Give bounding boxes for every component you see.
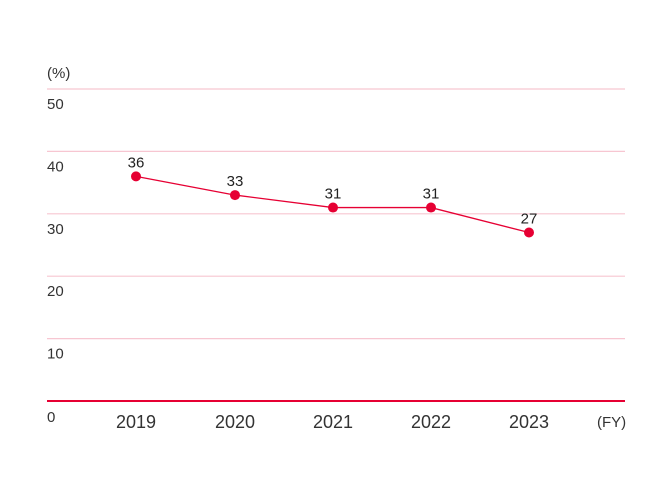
data-labels: 36 33 31 31 27 — [128, 154, 538, 227]
data-label: 31 — [423, 186, 440, 203]
gridlines — [47, 88, 625, 402]
x-axis-unit-label: (FY) — [597, 414, 626, 431]
data-label: 27 — [521, 211, 538, 228]
y-axis-unit-label: (%) — [47, 65, 70, 82]
y-tick-label: 10 — [47, 346, 64, 363]
y-tick-label: 50 — [47, 96, 64, 113]
y-tick-label: 20 — [47, 283, 64, 300]
x-tick-label: 2022 — [411, 412, 451, 432]
data-label: 31 — [325, 186, 342, 203]
data-point — [131, 171, 141, 182]
y-tick-label: 40 — [47, 158, 64, 175]
x-tick-label: 2019 — [116, 412, 156, 432]
x-tick-label: 2020 — [215, 412, 255, 432]
data-label: 33 — [227, 173, 244, 190]
data-point — [426, 202, 436, 213]
series — [131, 171, 534, 238]
x-axis-ticks: 2019 2020 2021 2022 2023 — [116, 412, 549, 432]
y-tick-label: 30 — [47, 221, 64, 238]
data-point — [524, 227, 534, 238]
data-point — [230, 190, 240, 201]
data-point — [328, 202, 338, 213]
x-tick-label: 2023 — [509, 412, 549, 432]
data-label: 36 — [128, 154, 145, 171]
y-axis-ticks: 0 10 20 30 40 50 — [47, 96, 64, 426]
x-tick-label: 2021 — [313, 412, 353, 432]
y-tick-label: 0 — [47, 409, 55, 426]
